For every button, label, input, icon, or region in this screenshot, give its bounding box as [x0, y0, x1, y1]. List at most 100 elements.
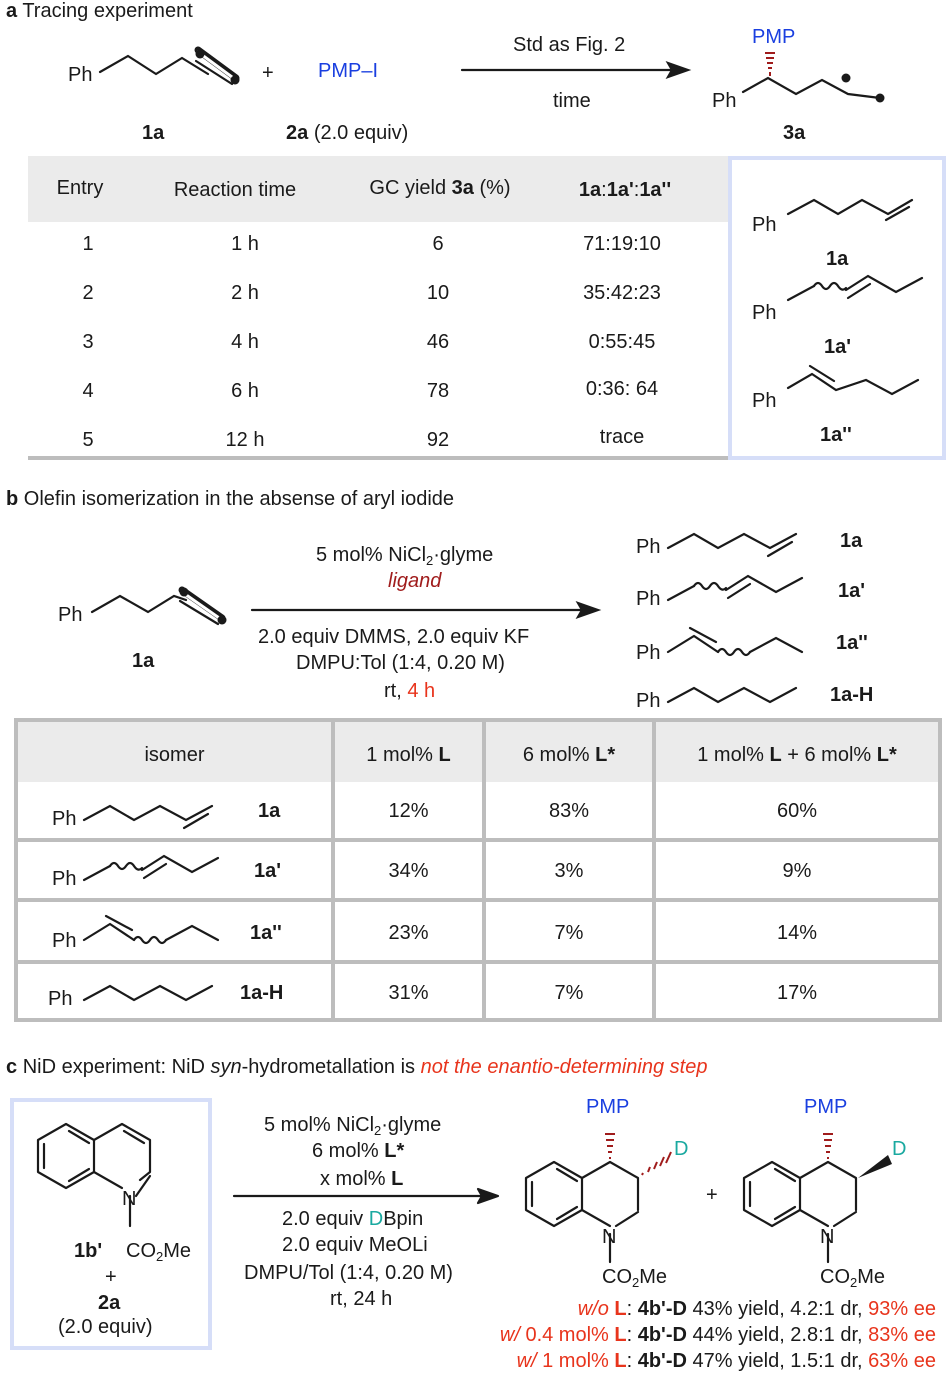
co2me-b: Me — [163, 1240, 192, 1262]
c-cond1-a: 5 mol% NiCl — [264, 1114, 375, 1136]
result-cond-b: L — [608, 1298, 627, 1320]
panel-c-cond2: 6 mol% L* — [312, 1140, 404, 1163]
panel-c-title-d: not the enantio-determining step — [420, 1056, 708, 1078]
table-header-entry: Entry — [56, 177, 104, 199]
cell-ratio: 35:42:23 — [583, 282, 661, 304]
product1-d: D — [674, 1138, 689, 1160]
result-label: 4b'-D — [637, 1350, 687, 1372]
row-ph: Ph — [52, 930, 77, 952]
result-colon: : — [626, 1350, 633, 1372]
panel-c-cond7: rt, 24 h — [330, 1288, 393, 1310]
h3-c: + 6 mol% — [781, 744, 877, 766]
result-cond-a: w/ — [499, 1324, 520, 1346]
c-cond2-a: 6 mol% — [312, 1140, 385, 1162]
c-cond2-b: L* — [384, 1140, 405, 1162]
panel-a-letter: a — [6, 0, 18, 22]
panel-c-cond4: 2.0 equiv DBpin — [282, 1208, 423, 1231]
result-cond-a: w/ — [516, 1350, 537, 1372]
table-header-ratio: 1a:1a':1a'' — [540, 179, 710, 202]
yield-unit: (%) — [473, 177, 511, 199]
row-label: 1a'' — [250, 922, 282, 944]
panel-a-arrow-bottom: time — [553, 90, 591, 112]
result-ee: 63% ee — [868, 1350, 936, 1372]
p1-co2me-b: Me — [639, 1266, 668, 1288]
product-ph: Ph — [636, 536, 661, 558]
c-cond3-b: L — [391, 1168, 404, 1190]
cell-yield: 78 — [426, 380, 450, 402]
panel-a-arrow-top: Std as Fig. 2 — [513, 34, 626, 56]
row-v3: 17% — [776, 982, 818, 1004]
h3-b: L — [769, 744, 782, 766]
cell-yield: 92 — [426, 429, 450, 451]
panel-a-title: a Tracing experiment — [6, 0, 193, 23]
row-ph: Ph — [48, 988, 73, 1010]
row-v2: 83% — [548, 800, 590, 822]
ratio-1a-dprime: 1a'' — [639, 179, 672, 201]
row-v3: 60% — [776, 800, 818, 822]
panel-b-cond1: 5 mol% NiCl2·glyme — [316, 544, 493, 567]
row-v1: 23% — [388, 922, 429, 944]
product-label: 1a' — [838, 580, 866, 602]
result-cond-b: 1 mol% — [536, 1350, 615, 1372]
panel-c-title-c: -hydrometallation is — [241, 1056, 421, 1078]
c-cond4-b: D — [368, 1208, 384, 1230]
product-ph: Ph — [636, 588, 661, 610]
row-ph: Ph — [52, 868, 77, 890]
result-line: w/ 0.4 mol% L: 4b'-D 44% yield, 2.8:1 dr… — [500, 1324, 936, 1347]
yield-3a: 3a — [451, 177, 474, 199]
cond1-sub: 2 — [426, 553, 434, 568]
result-colon: : — [626, 1324, 633, 1346]
cond1-b: ·glyme — [433, 544, 494, 566]
panel-c-title-a: NiD experiment: NiD — [22, 1056, 211, 1078]
panel-b-title-text: Olefin isomerization in the absense of a… — [23, 488, 455, 510]
table-divider — [331, 722, 335, 1018]
result-colon: : — [626, 1298, 633, 1320]
ratio-1a-prime: 1a' — [606, 179, 634, 201]
cell-entry: 3 — [82, 331, 94, 353]
table-divider — [18, 838, 938, 842]
product-label: 1a-H — [830, 684, 874, 706]
row-ph: Ph — [52, 808, 77, 830]
row-label: 1a-H — [240, 982, 284, 1004]
panel-b-title: b Olefin isomerization in the absense of… — [6, 488, 454, 511]
panel-c-cond5: 2.0 equiv MeOLi — [282, 1234, 428, 1256]
row-v3: 9% — [782, 860, 812, 882]
result-label: 4b'-D — [637, 1298, 687, 1320]
panel-a-title-text: Tracing experiment — [22, 0, 193, 22]
result-text: 43% yield, 4.2:1 dr, — [686, 1298, 869, 1320]
cond5-b: 4 h — [407, 680, 436, 702]
product1-n: N — [602, 1226, 617, 1248]
product1-co2me: CO2Me — [602, 1266, 667, 1289]
table-divider — [652, 722, 656, 1018]
reactant-co2me: CO2Me — [126, 1240, 191, 1263]
cell-yield: 6 — [432, 233, 444, 255]
cell-entry: 1 — [82, 233, 94, 255]
product-ph: Ph — [636, 690, 661, 712]
panel-c-letter: c — [6, 1056, 18, 1078]
table-divider — [482, 722, 486, 1018]
label-3a: 3a — [783, 122, 806, 144]
h2-b: L* — [595, 744, 616, 766]
cell-time: 4 h — [231, 331, 259, 353]
panel-a-product-ph: Ph — [712, 90, 737, 112]
c-cond4-a: 2.0 equiv — [282, 1208, 369, 1230]
panel-a-reactant-ph: Ph — [68, 64, 93, 86]
result-text: 47% yield, 1.5:1 dr, — [686, 1350, 869, 1372]
panel-a-reagent: PMP–I — [318, 60, 379, 82]
panel-b-reactant-ph: Ph — [58, 604, 83, 626]
panel-c-cond3: x mol% L — [320, 1168, 403, 1191]
row-label: 1a' — [254, 860, 282, 882]
ratio-colon-1: : — [601, 179, 607, 201]
p2-co2me-sub: 2 — [850, 1275, 858, 1290]
h3-a: 1 mol% — [697, 744, 770, 766]
row-v1: 34% — [388, 860, 429, 882]
cell-ratio: trace — [599, 426, 645, 448]
panel-c-cond6: DMPU/Tol (1:4, 0.20 M) — [244, 1262, 453, 1284]
co2me-sub: 2 — [156, 1249, 164, 1264]
c-cond1-sub: 2 — [374, 1123, 382, 1138]
p2-co2me-b: Me — [857, 1266, 886, 1288]
